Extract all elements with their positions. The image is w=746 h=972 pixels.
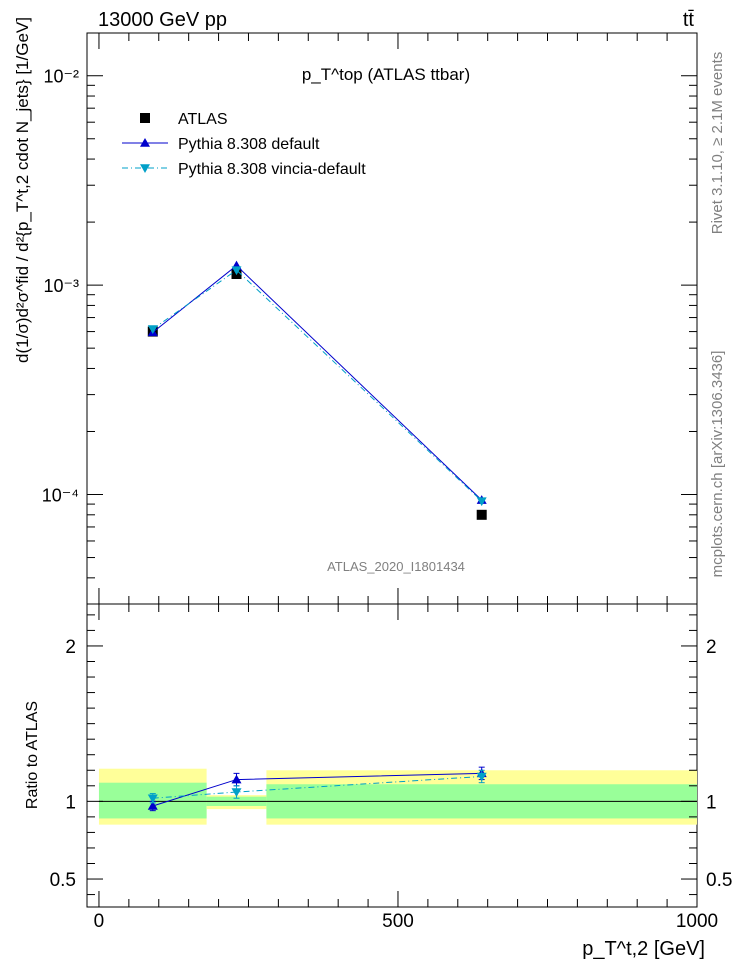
ratio-y-tick-label-right: 1 [706, 792, 717, 813]
series-point [231, 266, 242, 276]
ratio-panel: 2 2 1 1 0.5 0.5 0 500 1000 Ratio to ATLAS p_T^t,… [24, 603, 732, 960]
mcplots-label: mcplots.cern.ch [arXiv:1306.3436] [709, 351, 726, 578]
header-right: tt̄ [683, 9, 695, 31]
main-y-tick-label: 10⁻² [43, 67, 79, 87]
series-0 [147, 269, 487, 520]
main-ylabel: d(1/σ)d²σ^fid / d²{p_T^t,2 cdot N_jets} … [13, 17, 32, 363]
ratio-y-tick-label-right: 2 [706, 637, 717, 658]
ratio-x-tick-label: 0 [94, 911, 105, 932]
ratio-y-tick-label-right: 0.5 [706, 870, 732, 891]
legend-label: Pythia 8.308 vincia-default [178, 161, 366, 178]
ratio-y-tick-label: 1 [65, 792, 76, 813]
rivet-label: Rivet 3.1.10, ≥ 2.1M events [709, 52, 726, 235]
ratio-ylabel: Ratio to ATLAS [24, 701, 41, 809]
ratio-y-tick-label: 2 [65, 637, 76, 658]
legend: ATLAS Pythia 8.308 default Pythia 8.308 vi… [122, 111, 366, 178]
main-panel: 10⁻² 10⁻³ 10⁻⁴ p_T^top (ATLAS ttbar) ATLAS… [13, 17, 698, 605]
atlas-point [476, 509, 487, 520]
legend-marker [140, 138, 150, 147]
main-title: p_T^top (ATLAS ttbar) [302, 65, 470, 84]
ratio-point [231, 774, 242, 784]
main-y-tick-label: 10⁻⁴ [42, 486, 79, 506]
header-left: 13000 GeV pp [98, 9, 227, 31]
ratio-point [231, 788, 242, 798]
series-line [152, 264, 483, 501]
ratio-x-tick-label: 1000 [676, 911, 718, 932]
legend-marker [140, 113, 150, 123]
series-point [147, 325, 158, 335]
series-2 [147, 266, 487, 507]
ratio-frame [86, 603, 698, 908]
ratio-y-tick-label: 0.5 [50, 870, 76, 891]
ratio-series-1 [147, 769, 487, 804]
ratio-x-tick-label: 500 [382, 911, 414, 932]
series-point [476, 497, 487, 507]
ratio-point [147, 801, 158, 810]
legend-marker [140, 164, 150, 173]
legend-label: Pythia 8.308 default [178, 136, 320, 153]
legend-label: ATLAS [178, 111, 228, 128]
ratio-point [147, 794, 158, 804]
main-y-tick-label: 10⁻³ [43, 276, 79, 296]
ratio-xlabel: p_T^t,2 [GeV] [582, 938, 705, 960]
ratio-point [476, 772, 487, 782]
analysis-label: ATLAS_2020_I1801434 [327, 559, 465, 574]
series-line [152, 269, 483, 502]
